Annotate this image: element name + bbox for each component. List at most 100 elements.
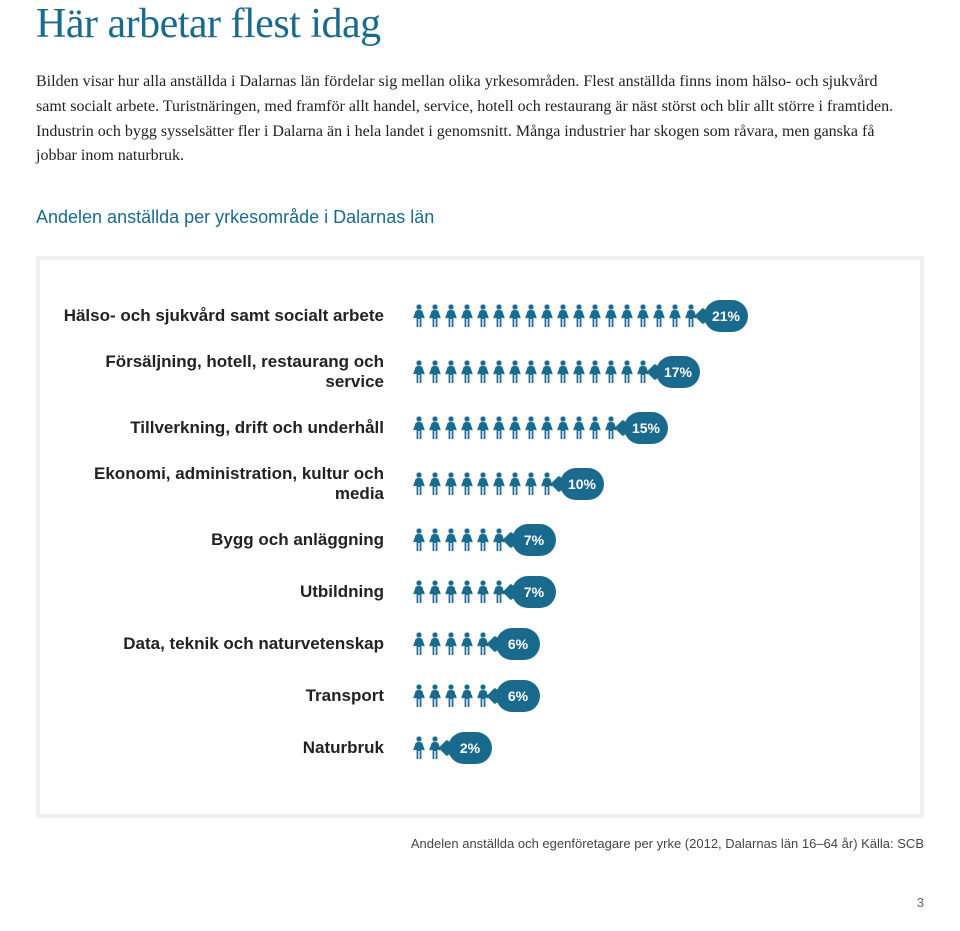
percent-text: 10%: [568, 476, 596, 492]
chart-row: Naturbruk 2%: [52, 732, 888, 764]
person-icon: [412, 360, 426, 384]
person-icon: [412, 580, 426, 604]
person-icon: [428, 472, 442, 496]
row-icons: [412, 632, 490, 656]
chart-row: Bygg och anläggning 7%: [52, 524, 888, 556]
chart-row: Hälso- och sjukvård samt socialt arbete: [52, 300, 888, 332]
percent-text: 17%: [664, 364, 692, 380]
person-icon: [588, 416, 602, 440]
person-icon: [524, 304, 538, 328]
person-icon: [428, 304, 442, 328]
person-icon: [460, 416, 474, 440]
person-icon: [412, 304, 426, 328]
percent-text: 21%: [712, 308, 740, 324]
person-icon: [604, 304, 618, 328]
percent-badge: 6%: [496, 628, 540, 660]
row-label: Transport: [52, 686, 412, 706]
person-icon: [524, 360, 538, 384]
row-icons: [412, 360, 650, 384]
person-icon: [460, 472, 474, 496]
person-icon: [444, 304, 458, 328]
person-icon: [476, 416, 490, 440]
person-icon: [460, 304, 474, 328]
person-icon: [524, 416, 538, 440]
row-icons: [412, 528, 506, 552]
person-icon: [428, 528, 442, 552]
person-icon: [444, 528, 458, 552]
row-label: Tillverkning, drift och underhåll: [52, 418, 412, 438]
percent-badge: 6%: [496, 680, 540, 712]
person-icon: [492, 472, 506, 496]
person-icon: [460, 580, 474, 604]
person-icon: [476, 360, 490, 384]
person-icon: [444, 360, 458, 384]
chart-row: Tillverkning, drift och underhåll: [52, 412, 888, 444]
person-icon: [524, 472, 538, 496]
person-icon: [444, 684, 458, 708]
percent-badge: 10%: [560, 468, 604, 500]
person-icon: [460, 684, 474, 708]
person-icon: [412, 472, 426, 496]
person-icon: [428, 360, 442, 384]
person-icon: [460, 360, 474, 384]
person-icon: [412, 528, 426, 552]
person-icon: [540, 360, 554, 384]
person-icon: [588, 360, 602, 384]
person-icon: [572, 416, 586, 440]
person-icon: [636, 304, 650, 328]
person-icon: [508, 360, 522, 384]
row-label: Utbildning: [52, 582, 412, 602]
percent-badge: 2%: [448, 732, 492, 764]
person-icon: [492, 360, 506, 384]
percent-badge: 15%: [624, 412, 668, 444]
person-icon: [476, 580, 490, 604]
person-icon: [428, 684, 442, 708]
page-title: Här arbetar flest idag: [36, 0, 924, 48]
person-icon: [588, 304, 602, 328]
person-icon: [428, 416, 442, 440]
source-note: Andelen anställda och egenföretagare per…: [36, 836, 924, 851]
percent-text: 6%: [508, 688, 528, 704]
percent-text: 15%: [632, 420, 660, 436]
person-icon: [556, 304, 570, 328]
row-icons: [412, 684, 490, 708]
person-icon: [444, 632, 458, 656]
page-number: 3: [36, 895, 924, 910]
row-label: Bygg och anläggning: [52, 530, 412, 550]
person-icon: [508, 472, 522, 496]
person-icon: [556, 416, 570, 440]
row-label: Hälso- och sjukvård samt socialt arbete: [52, 306, 412, 326]
percent-badge: 7%: [512, 576, 556, 608]
person-icon: [412, 632, 426, 656]
person-icon: [412, 736, 426, 760]
person-icon: [652, 304, 666, 328]
percent-badge: 17%: [656, 356, 700, 388]
person-icon: [476, 304, 490, 328]
person-icon: [476, 528, 490, 552]
person-icon: [460, 528, 474, 552]
row-icons: [412, 416, 618, 440]
chart-row: Transport 6%: [52, 680, 888, 712]
person-icon: [668, 304, 682, 328]
person-icon: [556, 360, 570, 384]
row-label: Data, teknik och naturvetenskap: [52, 634, 412, 654]
person-icon: [412, 416, 426, 440]
chart-subtitle: Andelen anställda per yrkesområde i Dala…: [36, 207, 924, 228]
row-icons: [412, 472, 554, 496]
person-icon: [572, 304, 586, 328]
person-icon: [492, 416, 506, 440]
person-icon: [604, 360, 618, 384]
chart-container: Hälso- och sjukvård samt socialt arbete: [36, 256, 924, 818]
person-icon: [508, 304, 522, 328]
percent-text: 2%: [460, 740, 480, 756]
person-icon: [508, 416, 522, 440]
percent-text: 6%: [508, 636, 528, 652]
row-icons: [412, 736, 442, 760]
person-icon: [428, 632, 442, 656]
intro-paragraph: Bilden visar hur alla anställda i Dalarn…: [36, 70, 906, 169]
person-icon: [492, 304, 506, 328]
chart-row: Försäljning, hotell, restaurang och serv…: [52, 352, 888, 392]
row-label: Naturbruk: [52, 738, 412, 758]
person-icon: [540, 304, 554, 328]
person-icon: [620, 304, 634, 328]
